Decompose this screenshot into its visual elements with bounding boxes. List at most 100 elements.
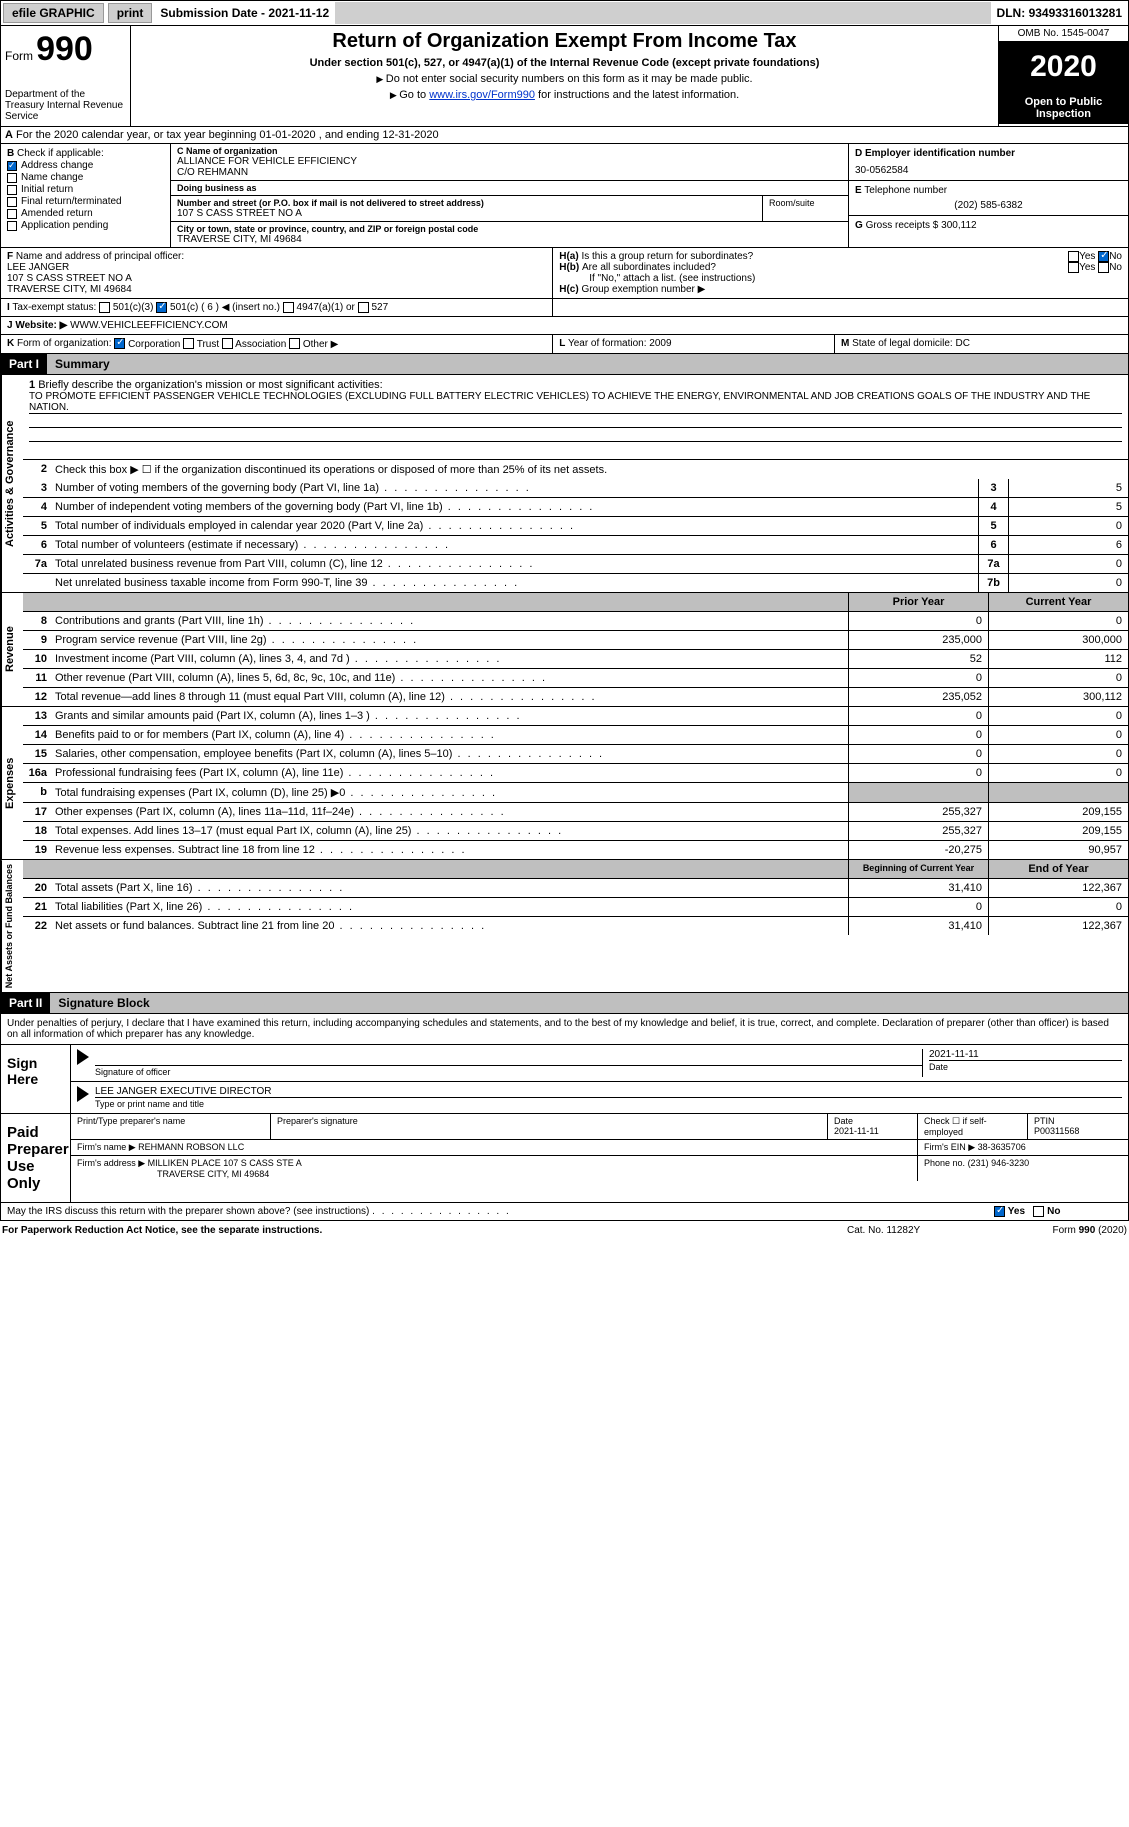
line-6-val: 6 — [1008, 536, 1128, 554]
line-text: Total revenue—add lines 8 through 11 (mu… — [51, 688, 848, 706]
l-value: 2009 — [649, 338, 671, 349]
vlabel-governance: Activities & Governance — [1, 375, 23, 592]
line-current: 0 — [988, 764, 1128, 782]
line-num: 15 — [23, 745, 51, 763]
line-current: 0 — [988, 745, 1128, 763]
line-10: 10Investment income (Part VIII, column (… — [23, 650, 1128, 669]
line-7b-val: 0 — [1008, 574, 1128, 592]
may-irs-no[interactable]: No — [1033, 1206, 1060, 1217]
te-501c[interactable]: 501(c) ( 6 ) ◀ (insert no.) — [156, 302, 280, 313]
may-irs-yes[interactable]: Yes — [994, 1206, 1025, 1217]
line-5-text: Total number of individuals employed in … — [51, 517, 978, 535]
line-current: 0 — [988, 612, 1128, 630]
line-text: Investment income (Part VIII, column (A)… — [51, 650, 848, 668]
line-14: 14Benefits paid to or for members (Part … — [23, 726, 1128, 745]
te-4947[interactable]: 4947(a)(1) or — [283, 302, 355, 313]
line-22: 22Net assets or fund balances. Subtract … — [23, 917, 1128, 935]
line-13: 13Grants and similar amounts paid (Part … — [23, 707, 1128, 726]
boxb-item-5[interactable]: Application pending — [7, 220, 164, 231]
box-f: F Name and address of principal officer:… — [1, 248, 553, 298]
line-current: 122,367 — [988, 879, 1128, 897]
line-current: 209,155 — [988, 822, 1128, 840]
boxb-item-2[interactable]: Initial return — [7, 184, 164, 195]
vlabel-expenses: Expenses — [1, 707, 23, 859]
checkbox-icon — [7, 221, 17, 231]
line-2: Check this box ▶ ☐ if the organization d… — [51, 460, 1128, 479]
hb-no[interactable]: No — [1098, 262, 1122, 273]
firm-ein-value: 38-3635706 — [978, 1142, 1026, 1152]
form990-link[interactable]: www.irs.gov/Form990 — [429, 89, 535, 101]
sig-triangle-icon — [77, 1049, 89, 1065]
dln-label: DLN: — [997, 6, 1026, 20]
ha-no[interactable]: No — [1098, 251, 1122, 262]
row-ij: I Tax-exempt status: 501(c)(3) 501(c) ( … — [0, 299, 1129, 317]
hdr-prior: Prior Year — [848, 593, 988, 611]
mission-label: Briefly describe the organization's miss… — [38, 379, 382, 391]
prep-date-val: 2021-11-11 — [834, 1126, 879, 1136]
k-assoc[interactable]: Association — [222, 339, 286, 350]
line-5-box: 5 — [978, 517, 1008, 535]
part-1-header: Part I Summary — [0, 354, 1129, 375]
mission-box: 1 Briefly describe the organization's mi… — [23, 375, 1128, 460]
boxb-item-3[interactable]: Final return/terminated — [7, 196, 164, 207]
ha-yes[interactable]: Yes — [1068, 251, 1095, 262]
k-corp[interactable]: Corporation — [114, 339, 180, 350]
mission-text: TO PROMOTE EFFICIENT PASSENGER VEHICLE T… — [29, 391, 1122, 413]
officer-addr1: 107 S CASS STREET NO A — [7, 273, 132, 284]
line-4-box: 4 — [978, 498, 1008, 516]
box-h-spacer — [553, 299, 1128, 316]
m-value: DC — [956, 338, 970, 349]
firm-name-label: Firm's name ▶ — [77, 1142, 136, 1152]
taxexempt-label: Tax-exempt status: — [12, 302, 96, 313]
hb-note: If "No," attach a list. (see instruction… — [559, 273, 1122, 284]
te-527[interactable]: 527 — [358, 302, 388, 313]
line-prior: 255,327 — [848, 803, 988, 821]
subdate-value: 2021-11-12 — [268, 6, 329, 20]
line-text: Grants and similar amounts paid (Part IX… — [51, 707, 848, 725]
sig-officer-label: Signature of officer — [95, 1065, 922, 1077]
k-other[interactable]: Other ▶ — [289, 339, 338, 350]
hb-yes[interactable]: Yes — [1068, 262, 1095, 273]
line-prior: -20,275 — [848, 841, 988, 859]
part-2-header: Part II Signature Block — [0, 993, 1129, 1014]
line-text: Other expenses (Part IX, column (A), lin… — [51, 803, 848, 821]
line-text: Revenue less expenses. Subtract line 18 … — [51, 841, 848, 859]
line-current: 0 — [988, 669, 1128, 687]
check-self[interactable]: Check ☐ if self-employed — [918, 1114, 1028, 1139]
vlabel-revenue: Revenue — [1, 593, 23, 706]
omb-number: OMB No. 1545-0047 — [999, 26, 1128, 42]
topbar-spacer — [335, 2, 990, 24]
line-8: 8Contributions and grants (Part VIII, li… — [23, 612, 1128, 631]
dba-label: Doing business as — [177, 183, 842, 193]
print-button[interactable]: print — [108, 3, 153, 23]
box-l: L Year of formation: 2009 — [553, 335, 835, 352]
line-17: 17Other expenses (Part IX, column (A), l… — [23, 803, 1128, 822]
line-prior: 52 — [848, 650, 988, 668]
line-num: 13 — [23, 707, 51, 725]
k-trust[interactable]: Trust — [183, 339, 219, 350]
boxb-item-1[interactable]: Name change — [7, 172, 164, 183]
box-d: D Employer identification number 30-0562… — [849, 144, 1128, 181]
officer-addr2: TRAVERSE CITY, MI 49684 — [7, 284, 132, 295]
k-label: Form of organization: — [17, 339, 112, 350]
header-right: OMB No. 1545-0047 2020 Open to Public In… — [998, 26, 1128, 126]
box-b: B Check if applicable: Address changeNam… — [1, 144, 171, 247]
header-left: Form 990 Department of the Treasury Inte… — [1, 26, 131, 126]
row-j: J Website: ▶ WWW.VEHICLEEFFICIENCY.COM — [0, 317, 1129, 335]
line-5-val: 0 — [1008, 517, 1128, 535]
boxb-item-4[interactable]: Amended return — [7, 208, 164, 219]
checkbox-icon — [7, 173, 17, 183]
note2-pre: Go to — [399, 89, 429, 101]
te-501c3[interactable]: 501(c)(3) — [99, 302, 153, 313]
line-prior: 0 — [848, 898, 988, 916]
line-3-val: 5 — [1008, 479, 1128, 497]
line-text: Net assets or fund balances. Subtract li… — [51, 917, 848, 935]
line-current: 300,112 — [988, 688, 1128, 706]
box-g: G Gross receipts $ 300,112 — [849, 216, 1128, 247]
boxb-item-label: Name change — [21, 172, 83, 183]
boxb-item-0[interactable]: Address change — [7, 160, 164, 171]
line-current: 209,155 — [988, 803, 1128, 821]
part-2-num: Part II — [1, 993, 50, 1013]
vlabel-netassets: Net Assets or Fund Balances — [1, 860, 23, 992]
line-current: 300,000 — [988, 631, 1128, 649]
